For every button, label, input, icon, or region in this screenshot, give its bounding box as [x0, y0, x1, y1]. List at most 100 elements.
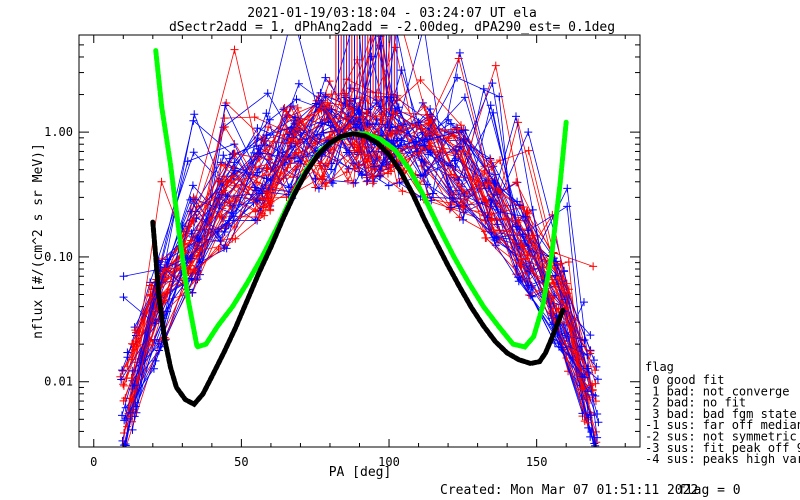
measurement-point — [230, 45, 239, 54]
measurement-point — [188, 232, 197, 241]
measurement-point — [253, 124, 262, 133]
measurement-point — [451, 163, 460, 172]
measurement-point — [459, 215, 468, 224]
measurement-point — [424, 150, 433, 159]
measurement-point — [120, 449, 128, 457]
measurement-point — [493, 220, 502, 229]
y-axis: 0.01 0.10 1.00 — [44, 34, 640, 448]
measurement-point — [517, 250, 526, 259]
measurement-point — [578, 409, 587, 418]
measurement-point — [117, 375, 126, 384]
measurement-lines — [116, 35, 603, 457]
measurement-point — [517, 255, 526, 264]
measurement-point — [586, 432, 595, 441]
measurement-point — [220, 114, 229, 123]
measurement-point — [161, 264, 170, 273]
measurement-point — [157, 177, 166, 186]
measurement-point — [220, 122, 229, 131]
measurement-point — [187, 236, 196, 245]
measurement-point — [250, 113, 259, 122]
measurement-point — [216, 160, 225, 169]
measurement-point — [593, 375, 602, 384]
measurement-point — [492, 233, 501, 242]
measurement-point — [119, 380, 128, 389]
measurement-point — [583, 350, 592, 359]
measurement-point — [388, 128, 397, 137]
x-tick-label: 50 — [234, 455, 248, 469]
measurement-point — [591, 379, 600, 388]
measurement-point — [354, 106, 363, 115]
measurement-point — [128, 425, 137, 434]
measurement-point — [516, 259, 525, 268]
measurement-point — [160, 296, 169, 305]
measurement-point — [489, 108, 498, 117]
measurement-point — [146, 281, 155, 290]
measurement-point — [253, 216, 262, 225]
footer-flag: flag = 0 — [678, 483, 741, 498]
measurement-point — [522, 254, 531, 263]
measurement-point — [447, 203, 456, 212]
measurement-point — [225, 197, 234, 206]
measurement-point — [367, 52, 376, 61]
flag-legend: flag 0 good fit 1 bad: not converge 2 ba… — [645, 360, 800, 466]
measurement-point — [516, 241, 525, 250]
y-tick-label: 1.00 — [44, 125, 73, 139]
measurement-point — [230, 140, 239, 149]
measurement-point — [423, 130, 432, 139]
legend-item: 0 good fit — [645, 373, 724, 387]
measurement-point — [126, 408, 135, 417]
measurement-point — [424, 118, 433, 127]
measurement-point — [396, 141, 405, 150]
measurement-point — [283, 163, 292, 172]
measurement-point — [193, 234, 202, 243]
measurement-point — [215, 212, 224, 221]
footer-created: Created: Mon Mar 07 01:51:11 2022 — [440, 483, 698, 498]
measurement-point — [391, 43, 400, 52]
measurement-point — [524, 146, 533, 155]
measurement-point — [294, 117, 303, 126]
chart-title-line2: dSectr2add = 1, dPhAng2add = -2.00deg, d… — [169, 20, 615, 35]
y-tick-label: 0.10 — [44, 250, 73, 264]
x-axis-label: PA [deg] — [329, 465, 392, 480]
measurement-point — [444, 115, 453, 124]
measurement-point — [321, 73, 330, 82]
measurement-point — [486, 156, 495, 165]
measurement-point — [416, 171, 425, 180]
measurement-point — [521, 212, 530, 221]
measurement-point — [382, 160, 391, 169]
measurement-point — [229, 212, 238, 221]
black-fit-curve — [150, 131, 566, 408]
measurement-point — [128, 339, 137, 348]
measurement-point — [294, 79, 303, 88]
measurement-point — [290, 154, 299, 163]
measurement-point — [195, 258, 204, 267]
measurement-point — [340, 89, 349, 98]
measurement-point — [262, 131, 271, 140]
measurement-point — [552, 304, 561, 313]
measurement-point — [319, 128, 328, 137]
measurement-point — [384, 181, 393, 190]
measurement-point — [265, 155, 274, 164]
measurement-point — [358, 171, 367, 180]
measurement-point — [123, 348, 132, 357]
measurement-point — [590, 356, 599, 365]
measurement-point — [591, 441, 600, 447]
measurement-point — [557, 343, 566, 352]
measurement-line — [131, 112, 583, 379]
measurement-point — [223, 192, 232, 201]
measurement-point — [584, 368, 593, 377]
measurement-point — [231, 166, 240, 175]
measurement-point — [524, 128, 533, 137]
measurement-point — [343, 176, 352, 185]
measurement-point — [446, 161, 455, 170]
measurement-point — [215, 176, 224, 185]
measurement-point — [121, 394, 130, 403]
legend-item: -1 sus: far off median — [645, 418, 800, 432]
measurement-point — [511, 112, 520, 121]
measurement-point — [524, 281, 533, 290]
measurement-line — [125, 121, 589, 420]
measurement-point — [118, 366, 127, 375]
measurement-point — [363, 176, 372, 185]
measurement-line — [132, 77, 588, 430]
measurement-point — [122, 446, 124, 447]
